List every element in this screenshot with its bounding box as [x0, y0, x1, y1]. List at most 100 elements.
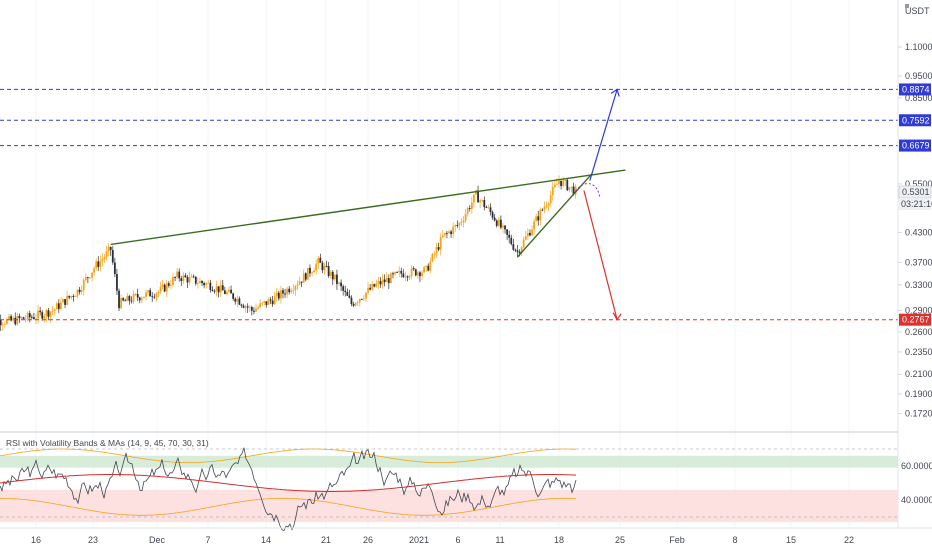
candle-body [290, 290, 293, 293]
candle-body [454, 225, 457, 227]
candle-body [446, 233, 448, 234]
candle-body [570, 186, 573, 188]
candle-body [367, 287, 369, 293]
time-tick-label: 18 [554, 535, 564, 545]
support-badge: 0.2767 [899, 313, 931, 326]
candle-body [296, 284, 299, 287]
candle-body [217, 286, 220, 293]
time-tick-label: 7 [205, 535, 210, 545]
candle-body [279, 290, 282, 299]
candle-body [398, 270, 401, 273]
candle-body [128, 295, 131, 301]
candle-body [348, 295, 351, 298]
bearish-arrow [583, 190, 618, 320]
rsi-pane[interactable] [0, 447, 898, 532]
settings-icon[interactable] [905, 4, 909, 8]
candle-body [167, 283, 170, 286]
candle-body [387, 278, 390, 284]
candle-body [441, 235, 444, 238]
candle-body [412, 268, 415, 270]
candle-body [253, 310, 255, 312]
candle-body [282, 290, 284, 294]
candle-body [300, 281, 303, 283]
candle-body [101, 258, 104, 261]
candle-body [483, 200, 486, 208]
candle-body [531, 229, 533, 236]
time-axis[interactable]: 16 23 Dec 7 14 21 26 2021 6 11 18 25 Feb 8 15 22 [31, 535, 854, 545]
candle-body [425, 265, 428, 268]
candle-body [20, 317, 23, 319]
candle-body [8, 316, 10, 320]
svg-text:03:21:16: 03:21:16 [901, 199, 932, 209]
candle-body [558, 180, 560, 184]
candle-body [499, 219, 502, 228]
wedge-upper-line [110, 169, 626, 246]
candle-body [497, 219, 500, 226]
candle-body [103, 257, 106, 259]
candle-body [377, 281, 380, 284]
candle-body [1, 324, 4, 326]
candle-body [352, 304, 355, 306]
projection-arrows [583, 88, 622, 321]
rsi-tick-label: 60.0000 [901, 461, 932, 471]
candle-body [30, 317, 33, 319]
candle-body [541, 209, 544, 211]
candle-body [37, 310, 39, 319]
candle-body [215, 286, 218, 292]
candle-body [182, 275, 185, 281]
candle-body [6, 319, 8, 324]
price-pane[interactable] [0, 0, 898, 528]
candle-body [535, 216, 538, 222]
candle-body [153, 296, 156, 298]
candle-body [242, 305, 245, 308]
candle-body [379, 281, 382, 285]
candle-body [190, 276, 193, 278]
candle-body [346, 291, 349, 296]
candle-body [57, 303, 60, 310]
svg-text:0.2767: 0.2767 [902, 315, 930, 325]
candle-body [26, 313, 29, 319]
candle-body [246, 306, 249, 308]
candles [0, 175, 577, 331]
candle-body [284, 293, 286, 295]
candle-body [18, 315, 21, 319]
candle-body [24, 318, 27, 320]
candle-body [309, 267, 311, 274]
wedge-lower-line [516, 172, 593, 258]
candle-body [80, 290, 83, 292]
candle-body [172, 276, 174, 286]
candle-body [520, 247, 523, 254]
candle-body [109, 246, 112, 250]
candle-body [487, 207, 490, 209]
candle-body [230, 289, 232, 294]
candle-body [49, 311, 52, 317]
candle-body [344, 290, 347, 292]
svg-text:0.7592: 0.7592 [902, 115, 930, 125]
candle-body [304, 273, 307, 280]
candle-body [147, 290, 149, 293]
candle-body [560, 180, 562, 187]
candle-body [199, 281, 201, 284]
candle-body [404, 276, 407, 278]
candle-body [504, 225, 506, 230]
candle-body [294, 286, 297, 291]
candle-body [267, 299, 270, 305]
price-tick-label: 0.2600 [905, 327, 932, 337]
time-tick-label: 16 [31, 535, 41, 545]
candle-body [551, 187, 554, 196]
price-tick-label: 0.4300 [905, 228, 932, 238]
candle-body [130, 300, 133, 302]
candle-body [508, 234, 511, 238]
candle-body [111, 249, 114, 263]
candle-body [427, 265, 430, 271]
candle-body [514, 249, 517, 251]
candle-body [464, 213, 467, 221]
candle-body [277, 292, 280, 299]
candle-body [84, 277, 87, 280]
candle-body [60, 302, 62, 310]
rsi-upper-volatility-band [0, 448, 576, 463]
candle-body [45, 310, 48, 317]
candle-body [203, 283, 206, 286]
price-axis[interactable]: 1.1000 0.9500 0.8500 0.5500 0.4300 0.3700 0.33… [898, 42, 932, 419]
